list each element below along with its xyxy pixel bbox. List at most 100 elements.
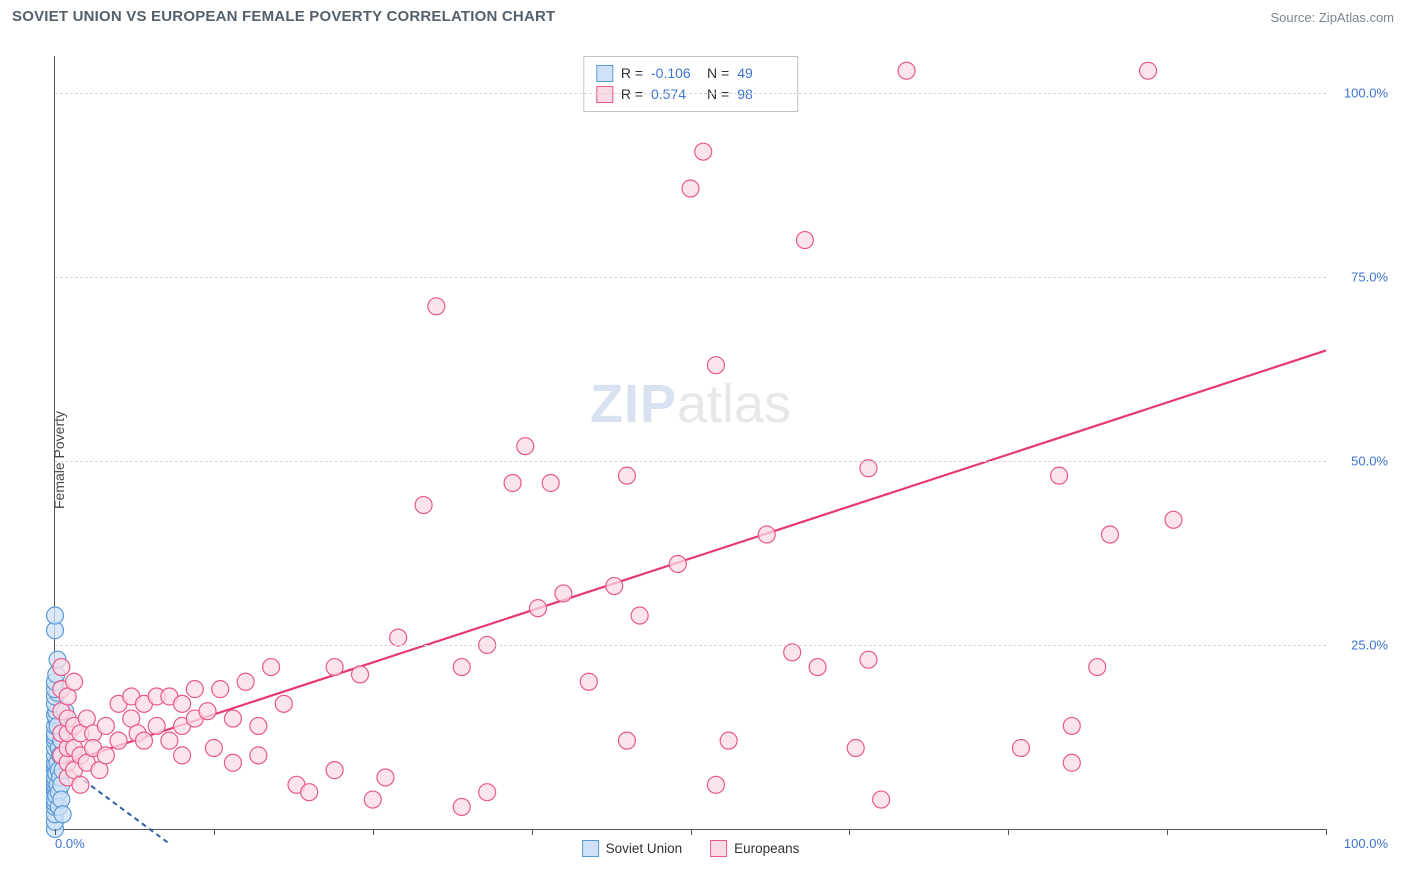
grid-line — [55, 645, 1326, 646]
data-point — [542, 474, 559, 491]
data-point — [1140, 62, 1157, 79]
data-point — [148, 717, 165, 734]
y-tick-label: 50.0% — [1351, 453, 1388, 468]
data-point — [205, 740, 222, 757]
data-point — [53, 659, 70, 676]
data-point — [301, 784, 318, 801]
x-tick — [532, 829, 533, 835]
data-point — [669, 555, 686, 572]
data-point — [580, 673, 597, 690]
y-tick-label: 75.0% — [1351, 269, 1388, 284]
data-point — [224, 754, 241, 771]
x-tick — [55, 829, 56, 835]
stats-r-label: R = — [621, 84, 643, 105]
data-point — [682, 180, 699, 197]
legend-item-soviet: Soviet Union — [582, 840, 683, 857]
data-point — [174, 747, 191, 764]
data-point — [1012, 740, 1029, 757]
data-point — [72, 776, 89, 793]
data-point — [326, 762, 343, 779]
data-point — [618, 467, 635, 484]
stats-row-soviet: R = -0.106 N = 49 — [596, 63, 785, 84]
data-point — [326, 659, 343, 676]
data-point — [352, 666, 369, 683]
data-point — [1051, 467, 1068, 484]
x-axis-label-min: 0.0% — [55, 836, 85, 851]
grid-line — [55, 277, 1326, 278]
stats-swatch-european — [596, 86, 613, 103]
data-point — [97, 717, 114, 734]
data-point — [377, 769, 394, 786]
stats-r-label: R = — [621, 63, 643, 84]
data-point — [135, 732, 152, 749]
data-point — [529, 600, 546, 617]
data-point — [796, 232, 813, 249]
trend-line — [55, 350, 1326, 766]
data-point — [758, 526, 775, 543]
data-point — [186, 681, 203, 698]
x-tick — [214, 829, 215, 835]
data-point — [250, 747, 267, 764]
data-point — [860, 460, 877, 477]
x-tick — [1326, 829, 1327, 835]
y-tick-label: 100.0% — [1344, 85, 1388, 100]
data-point — [606, 578, 623, 595]
plot-area: ZIPatlas R = -0.106 N = 49 R = 0.574 N =… — [54, 56, 1326, 830]
data-point — [66, 673, 83, 690]
data-point — [695, 143, 712, 160]
stats-swatch-soviet — [596, 65, 613, 82]
data-point — [97, 747, 114, 764]
data-point — [1063, 754, 1080, 771]
stats-legend-box: R = -0.106 N = 49 R = 0.574 N = 98 — [583, 56, 798, 112]
data-point — [212, 681, 229, 698]
data-point — [720, 732, 737, 749]
stats-n-label: N = — [707, 84, 729, 105]
data-point — [224, 710, 241, 727]
data-point — [784, 644, 801, 661]
x-tick — [373, 829, 374, 835]
stats-n-value-soviet: 49 — [737, 63, 785, 84]
chart-source: Source: ZipAtlas.com — [1270, 10, 1394, 25]
data-point — [47, 607, 64, 624]
data-point — [809, 659, 826, 676]
legend-label-soviet: Soviet Union — [606, 841, 683, 856]
data-point — [707, 357, 724, 374]
data-point — [479, 784, 496, 801]
data-point — [707, 776, 724, 793]
legend-item-european: Europeans — [710, 840, 799, 857]
grid-line — [55, 93, 1326, 94]
x-tick — [1167, 829, 1168, 835]
grid-line — [55, 461, 1326, 462]
legend-swatch-european — [710, 840, 727, 857]
x-tick — [691, 829, 692, 835]
data-point — [275, 695, 292, 712]
legend-label-european: Europeans — [734, 841, 799, 856]
data-point — [364, 791, 381, 808]
data-point — [504, 474, 521, 491]
chart-header: SOVIET UNION VS EUROPEAN FEMALE POVERTY … — [0, 0, 1406, 31]
data-point — [453, 659, 470, 676]
data-point — [1101, 526, 1118, 543]
data-point — [453, 798, 470, 815]
data-point — [199, 703, 216, 720]
chart-title: SOVIET UNION VS EUROPEAN FEMALE POVERTY … — [12, 8, 555, 25]
data-point — [415, 497, 432, 514]
stats-n-label: N = — [707, 63, 729, 84]
data-point — [161, 732, 178, 749]
legend-swatch-soviet — [582, 840, 599, 857]
data-point — [873, 791, 890, 808]
data-point — [110, 732, 127, 749]
data-point — [1165, 511, 1182, 528]
data-point — [898, 62, 915, 79]
y-tick-label: 25.0% — [1351, 637, 1388, 652]
stats-r-value-european: 0.574 — [651, 84, 699, 105]
data-point — [517, 438, 534, 455]
data-point — [847, 740, 864, 757]
x-tick — [1008, 829, 1009, 835]
chart-container: Female Poverty ZIPatlas R = -0.106 N = 4… — [10, 38, 1396, 882]
stats-row-european: R = 0.574 N = 98 — [596, 84, 785, 105]
data-point — [618, 732, 635, 749]
data-point — [237, 673, 254, 690]
stats-r-value-soviet: -0.106 — [651, 63, 699, 84]
scatter-svg — [55, 56, 1326, 829]
